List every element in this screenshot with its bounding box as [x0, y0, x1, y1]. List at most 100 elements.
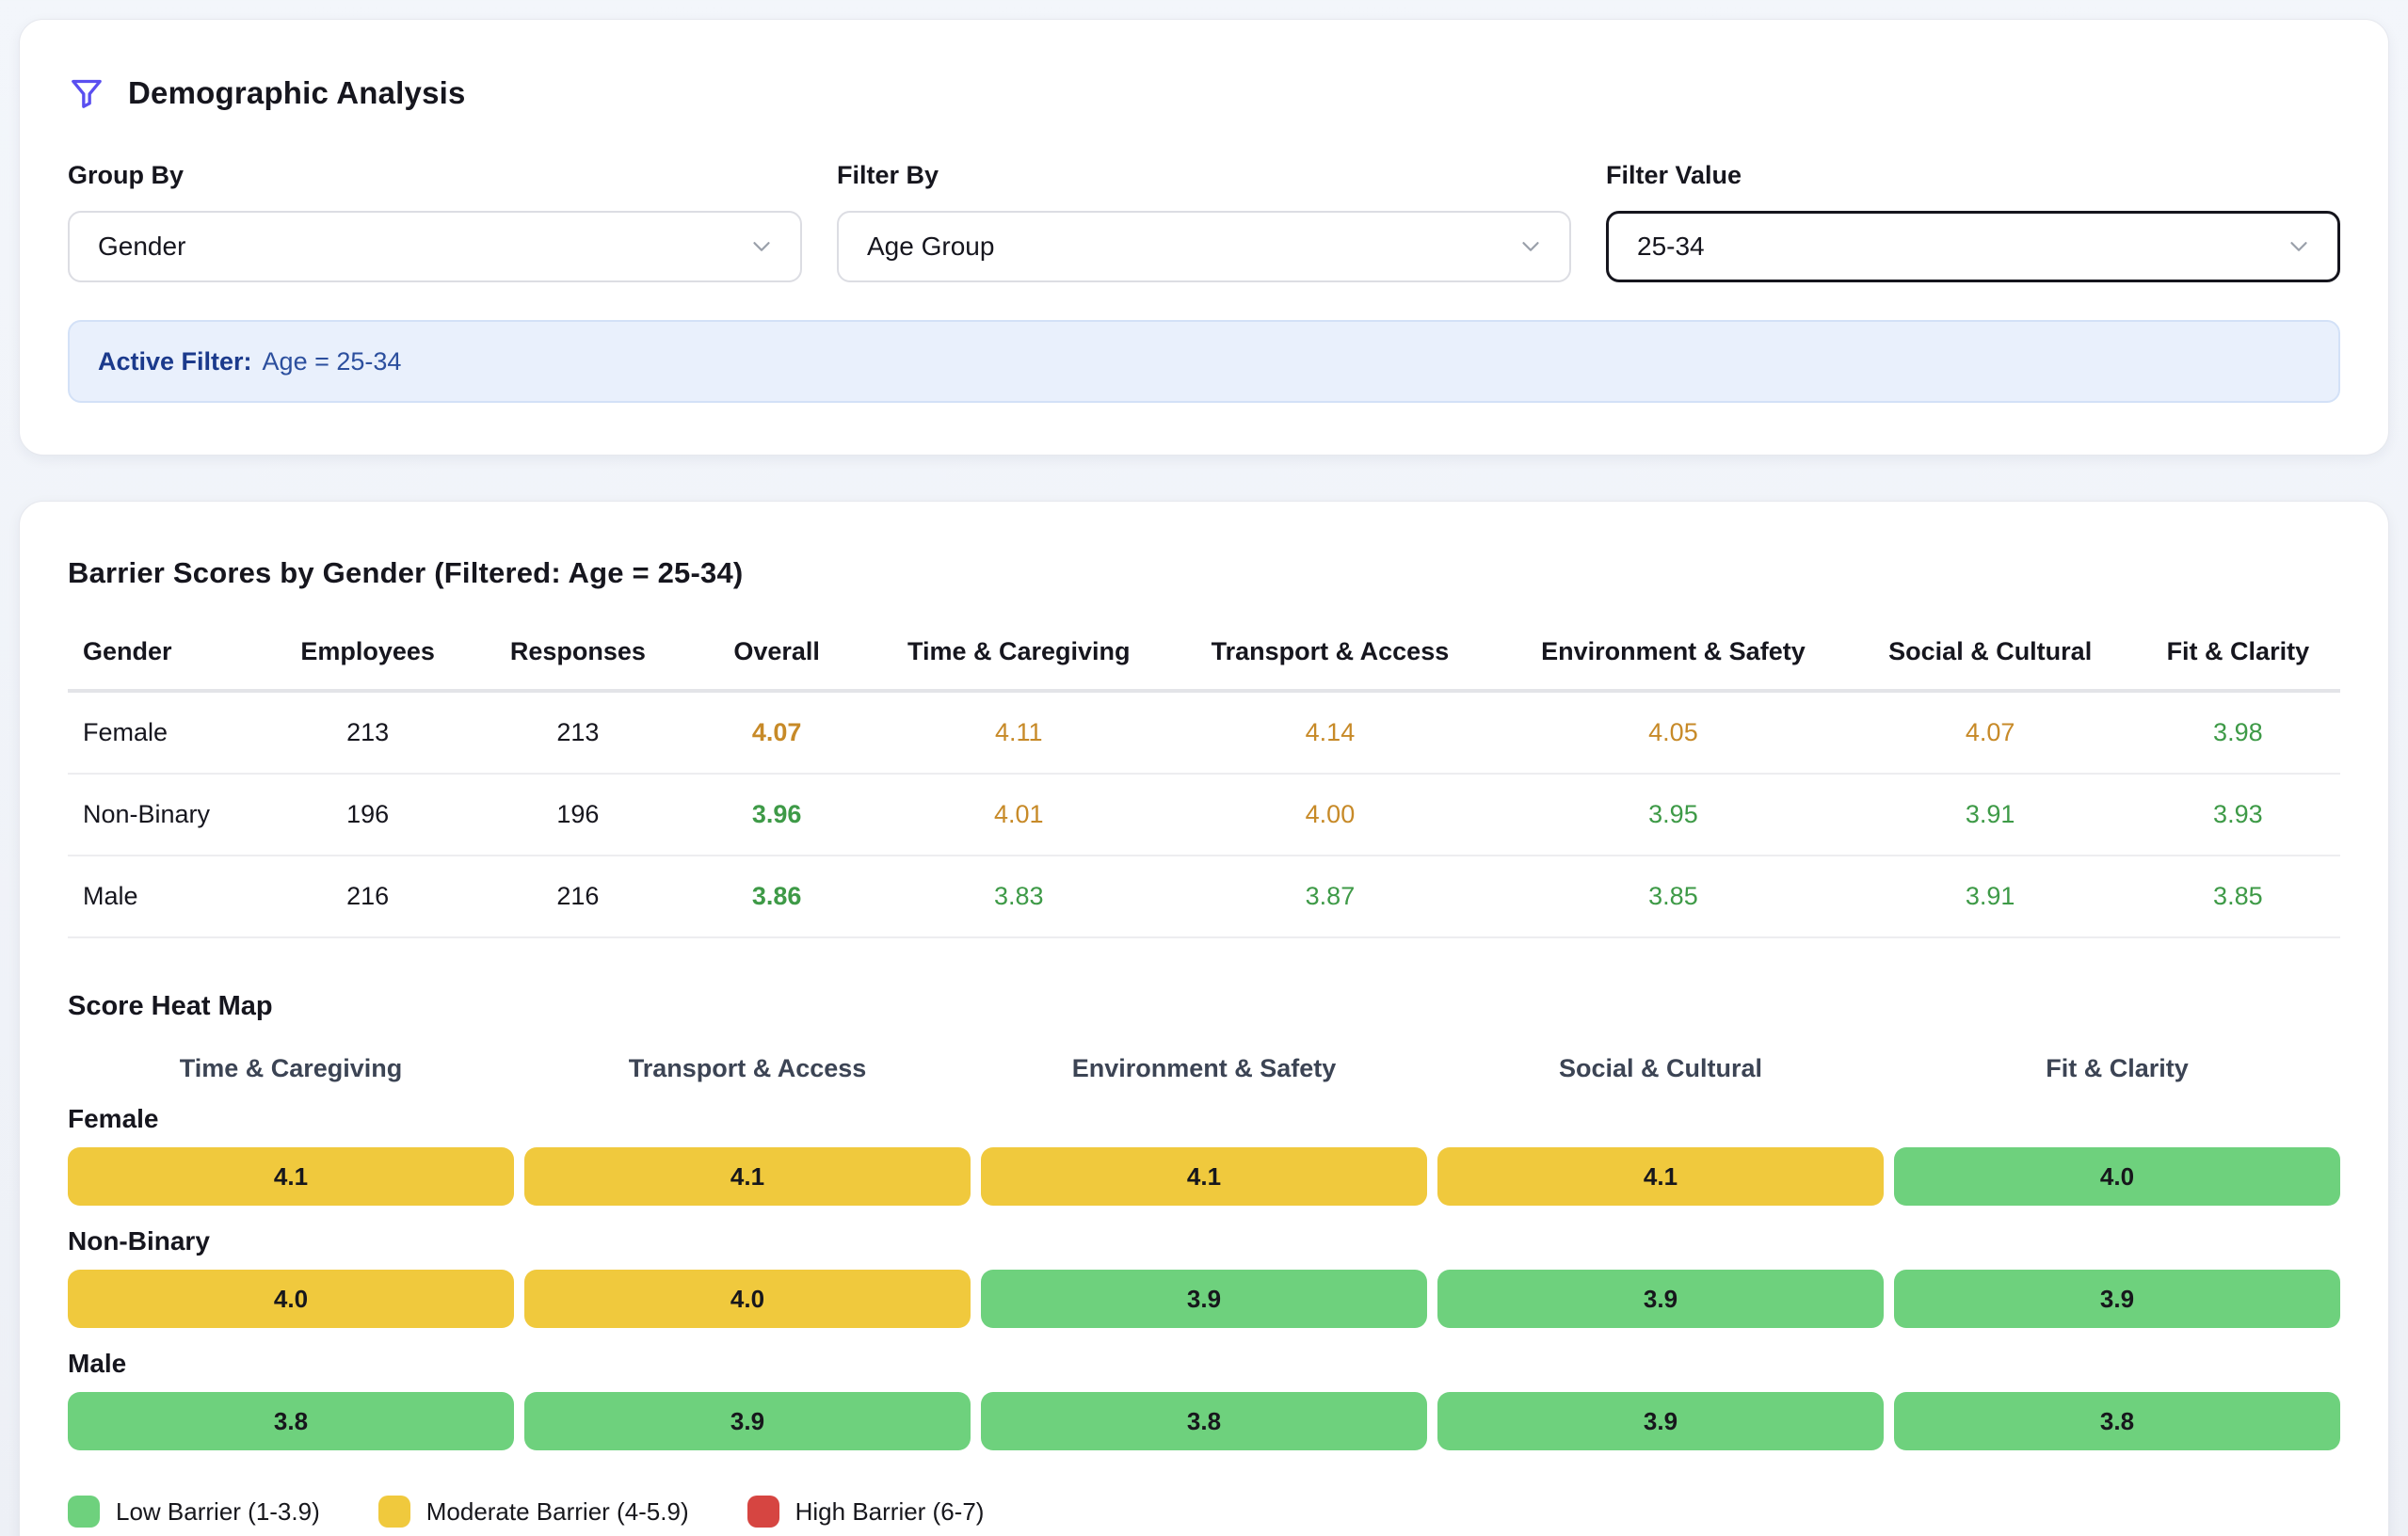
heatmap-column-header: Social & Cultural [1437, 1054, 1884, 1083]
table-row: Female 213 213 4.07 4.11 4.14 4.05 4.07 … [68, 691, 2340, 774]
heatmap-cell: 3.9 [524, 1392, 971, 1450]
column-header-social-cultural: Social & Cultural [1845, 632, 2136, 691]
legend-label: Moderate Barrier (4-5.9) [426, 1497, 689, 1527]
group-by-select[interactable]: Gender [68, 211, 802, 282]
legend-swatch-moderate [378, 1496, 410, 1528]
legend-item-moderate: Moderate Barrier (4-5.9) [378, 1496, 689, 1528]
column-header-fit-clarity: Fit & Clarity [2136, 632, 2340, 691]
chevron-down-icon [747, 232, 776, 261]
heatmap-cell: 4.0 [68, 1270, 514, 1328]
chevron-down-icon [1517, 232, 1545, 261]
filter-value-label: Filter Value [1606, 161, 2340, 190]
legend-swatch-high [747, 1496, 779, 1528]
cell-employees: 216 [254, 856, 481, 937]
column-header-transport-access: Transport & Access [1159, 632, 1502, 691]
chevron-down-icon [2285, 232, 2313, 261]
heatmap-row: 4.0 4.0 3.9 3.9 3.9 [68, 1270, 2340, 1328]
cell-responses: 213 [481, 691, 674, 774]
group-by-value: Gender [98, 232, 185, 262]
active-filter-label: Active Filter: [98, 347, 252, 376]
demographic-analysis-card: Demographic Analysis Group By Gender Fil… [19, 19, 2389, 456]
legend-label: Low Barrier (1-3.9) [116, 1497, 320, 1527]
barrier-scores-title: Barrier Scores by Gender (Filtered: Age … [68, 556, 2340, 590]
legend-label: High Barrier (6-7) [795, 1497, 985, 1527]
heatmap-column-header: Fit & Clarity [1894, 1054, 2340, 1083]
cell-score: 3.83 [879, 856, 1159, 937]
cell-overall: 3.86 [675, 856, 879, 937]
cell-score: 3.87 [1159, 856, 1502, 937]
heatmap-cell: 4.1 [68, 1147, 514, 1206]
heatmap-row: 4.1 4.1 4.1 4.1 4.0 [68, 1147, 2340, 1206]
group-by-field: Group By Gender [68, 161, 802, 282]
filter-value-value: 25-34 [1637, 232, 1705, 262]
heatmap-cell: 3.9 [1437, 1392, 1884, 1450]
column-header-gender: Gender [68, 632, 254, 691]
heatmap-row: 3.8 3.9 3.8 3.9 3.8 [68, 1392, 2340, 1450]
heatmap-cell: 3.8 [1894, 1392, 2340, 1450]
filter-by-value: Age Group [867, 232, 994, 262]
filter-by-select[interactable]: Age Group [837, 211, 1571, 282]
heatmap-cell: 3.9 [1894, 1270, 2340, 1328]
group-by-label: Group By [68, 161, 802, 190]
cell-score: 4.05 [1501, 691, 1845, 774]
heatmap-cell: 3.9 [1437, 1270, 1884, 1328]
column-header-environment-safety: Environment & Safety [1501, 632, 1845, 691]
filter-value-field: Filter Value 25-34 [1606, 161, 2340, 282]
heatmap-cell: 4.0 [524, 1270, 971, 1328]
heatmap-row-label: Non-Binary [68, 1226, 2340, 1256]
heatmap-cell: 3.8 [981, 1392, 1427, 1450]
card-title: Demographic Analysis [128, 75, 466, 111]
demographic-analysis-header: Demographic Analysis [68, 74, 2340, 112]
barrier-scores-table: Gender Employees Responses Overall Time … [68, 632, 2340, 938]
cell-employees: 213 [254, 691, 481, 774]
heatmap-cell: 4.0 [1894, 1147, 2340, 1206]
heatmap-cell: 4.1 [524, 1147, 971, 1206]
legend-item-low: Low Barrier (1-3.9) [68, 1496, 320, 1528]
filter-by-field: Filter By Age Group [837, 161, 1571, 282]
heatmap-column-header: Environment & Safety [981, 1054, 1427, 1083]
heatmap-column-headers: Time & Caregiving Transport & Access Env… [68, 1054, 2340, 1083]
column-header-overall: Overall [675, 632, 879, 691]
cell-score: 3.98 [2136, 691, 2340, 774]
column-header-employees: Employees [254, 632, 481, 691]
filter-by-label: Filter By [837, 161, 1571, 190]
heatmap-column-header: Transport & Access [524, 1054, 971, 1083]
active-filter-value: Age = 25-34 [263, 347, 402, 376]
barrier-scores-card: Barrier Scores by Gender (Filtered: Age … [19, 501, 2389, 1536]
cell-score: 4.00 [1159, 774, 1502, 856]
table-row: Non-Binary 196 196 3.96 4.01 4.00 3.95 3… [68, 774, 2340, 856]
active-filter-banner: Active Filter: Age = 25-34 [68, 320, 2340, 403]
heatmap-cell: 4.1 [1437, 1147, 1884, 1206]
table-row: Male 216 216 3.86 3.83 3.87 3.85 3.91 3.… [68, 856, 2340, 937]
cell-score: 3.91 [1845, 856, 2136, 937]
cell-score: 3.93 [2136, 774, 2340, 856]
column-header-responses: Responses [481, 632, 674, 691]
row-gender: Non-Binary [68, 774, 254, 856]
legend-item-high: High Barrier (6-7) [747, 1496, 985, 1528]
heatmap-column-header: Time & Caregiving [68, 1054, 514, 1083]
heatmap-cell: 3.8 [68, 1392, 514, 1450]
row-gender: Male [68, 856, 254, 937]
cell-overall: 3.96 [675, 774, 879, 856]
heatmap-legend: Low Barrier (1-3.9) Moderate Barrier (4-… [68, 1496, 2340, 1528]
cell-score: 3.85 [2136, 856, 2340, 937]
heatmap-cell: 3.9 [981, 1270, 1427, 1328]
cell-score: 3.91 [1845, 774, 2136, 856]
filter-value-select[interactable]: 25-34 [1606, 211, 2340, 282]
heatmap-title: Score Heat Map [68, 991, 2340, 1022]
cell-responses: 196 [481, 774, 674, 856]
cell-score: 3.95 [1501, 774, 1845, 856]
row-gender: Female [68, 691, 254, 774]
cell-score: 4.14 [1159, 691, 1502, 774]
column-header-time-caregiving: Time & Caregiving [879, 632, 1159, 691]
cell-score: 3.85 [1501, 856, 1845, 937]
legend-swatch-low [68, 1496, 100, 1528]
filter-funnel-icon [68, 74, 105, 112]
cell-score: 4.07 [1845, 691, 2136, 774]
heatmap-row-label: Male [68, 1349, 2340, 1379]
heatmap-cell: 4.1 [981, 1147, 1427, 1206]
filter-fields-row: Group By Gender Filter By Age Group Filt… [68, 161, 2340, 282]
heatmap-row-label: Female [68, 1104, 2340, 1134]
cell-score: 4.11 [879, 691, 1159, 774]
cell-employees: 196 [254, 774, 481, 856]
